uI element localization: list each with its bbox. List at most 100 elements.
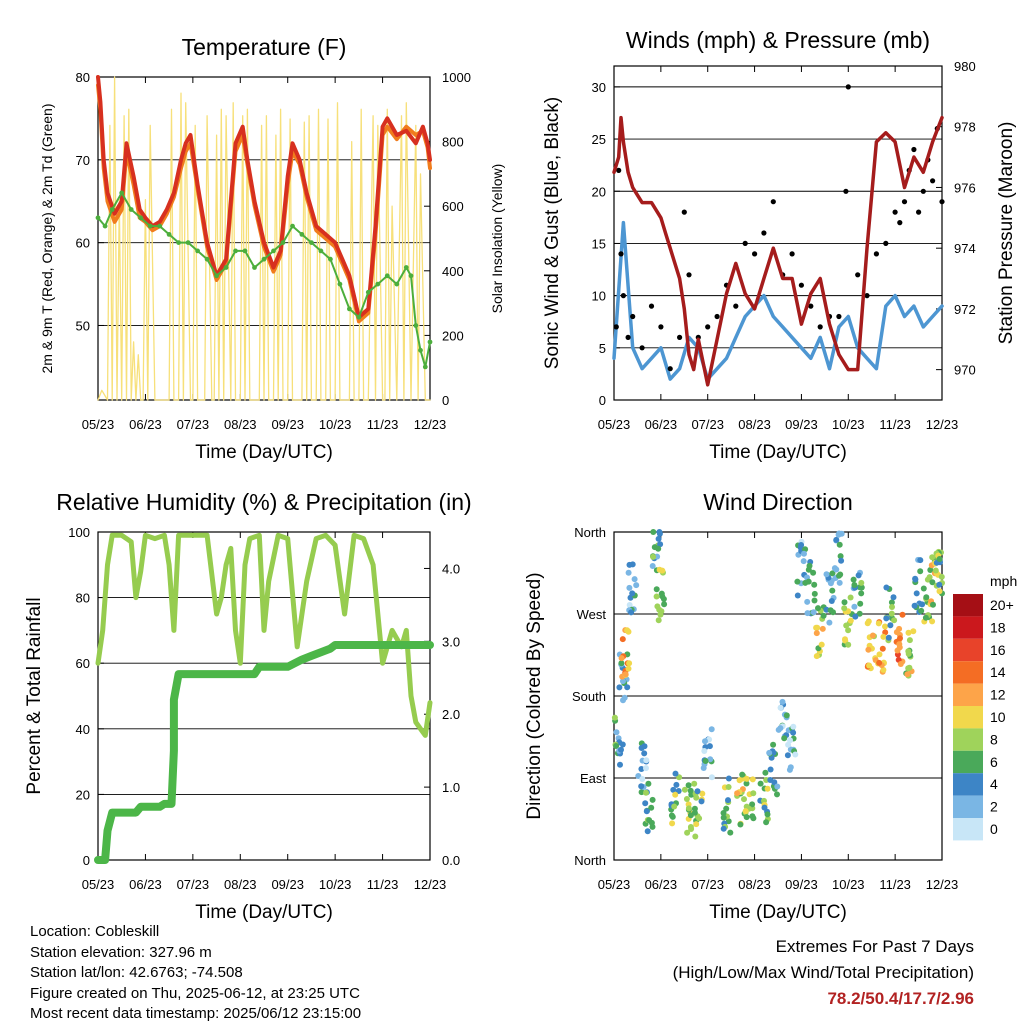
dewpoint-point <box>375 281 381 287</box>
x-tick-label: 06/23 <box>129 417 162 432</box>
dewpoint-point <box>290 223 295 229</box>
direction-point <box>629 590 636 597</box>
direction-point <box>625 569 632 576</box>
direction-point <box>766 749 773 756</box>
direction-point <box>875 620 882 627</box>
direction-point <box>841 599 848 606</box>
extremes-title: Extremes For Past 7 Days <box>775 937 974 956</box>
direction-point <box>777 704 784 711</box>
dewpoint-point <box>233 248 238 254</box>
direction-point <box>823 571 830 578</box>
x-tick-label: 07/23 <box>691 877 724 892</box>
x-axis-label: Time (Day/UTC) <box>709 902 847 923</box>
y2-tick-label: 400 <box>442 264 464 279</box>
direction-point <box>847 594 854 601</box>
direction-point <box>659 593 666 600</box>
direction-point <box>918 607 925 614</box>
direction-point <box>631 576 638 583</box>
dewpoint-point <box>365 289 371 295</box>
x-tick-label: 12/23 <box>414 417 447 432</box>
direction-point <box>910 628 917 635</box>
direction-point <box>932 567 939 574</box>
direction-point <box>638 789 645 796</box>
location-text: Location: Cobleskill <box>30 923 160 940</box>
gust-point <box>733 303 739 309</box>
direction-point <box>879 645 886 652</box>
direction-point <box>673 781 680 788</box>
y-tick-label: 5 <box>599 341 606 356</box>
x-tick-label: 06/23 <box>129 877 162 892</box>
y-tick-label: 80 <box>76 70 90 85</box>
colorbar-label: 12 <box>990 687 1006 703</box>
direction-point <box>655 617 662 624</box>
direction-point <box>837 571 844 578</box>
x-tick-label: 11/23 <box>879 877 911 892</box>
direction-point <box>620 678 626 685</box>
dewpoint-point <box>356 314 362 320</box>
gust-point <box>714 313 720 320</box>
direction-point <box>794 578 801 585</box>
direction-point <box>851 603 858 610</box>
direction-point <box>618 746 624 753</box>
direction-point <box>685 782 692 789</box>
direction-point <box>852 613 859 620</box>
direction-point <box>805 566 812 573</box>
y-tick-label: 20 <box>592 184 606 199</box>
y2-tick-label: 200 <box>442 328 464 343</box>
direction-point <box>804 610 811 617</box>
y2-tick-label: 976 <box>954 180 976 195</box>
dewpoint-point <box>408 273 414 279</box>
direction-point <box>708 774 715 781</box>
direction-point <box>896 644 903 651</box>
gust-point <box>618 251 624 257</box>
x-tick-label: 10/23 <box>319 417 352 432</box>
direction-point <box>620 697 626 704</box>
x-tick-label: 11/23 <box>367 877 399 892</box>
y2-tick-label: 1.0 <box>442 780 460 795</box>
colorbar-swatch <box>953 728 983 751</box>
x-tick-label: 06/23 <box>645 877 678 892</box>
direction-point <box>734 790 741 797</box>
direction-point <box>626 660 633 667</box>
direction-point <box>929 618 936 625</box>
direction-point <box>774 783 781 790</box>
colorbar-label: 10 <box>990 709 1006 725</box>
wind-line <box>612 220 944 381</box>
direction-point <box>835 531 842 538</box>
direction-point <box>694 788 701 795</box>
direction-point <box>749 776 756 783</box>
x-tick-label: 10/23 <box>832 417 865 432</box>
temp-2m-line <box>96 75 432 320</box>
direction-point <box>770 741 777 748</box>
direction-point <box>644 828 651 835</box>
speed-colorbar: mph 20+ 18 16 14 12 10 8 6 4 2 0 <box>953 573 1017 841</box>
direction-point <box>833 536 840 543</box>
direction-point <box>641 750 648 757</box>
y2-axis-label: Station Pressure (Maroon) <box>996 122 1017 345</box>
direction-point <box>720 814 727 821</box>
direction-point <box>819 625 826 632</box>
direction-point <box>672 791 679 798</box>
dewpoint-point <box>109 207 115 212</box>
direction-point <box>783 712 790 719</box>
dewpoint-point <box>102 223 108 229</box>
y-tick-label: East <box>580 771 606 786</box>
station-info: Location: Cobleskill Station elevation: … <box>30 922 361 1025</box>
direction-point <box>829 570 836 577</box>
direction-point <box>890 594 897 601</box>
direction-point <box>649 796 656 803</box>
y2-tick-label: 970 <box>954 363 976 378</box>
dewpoint-point <box>427 339 433 345</box>
direction-point <box>800 558 807 565</box>
y2-tick-label: 980 <box>954 59 976 74</box>
colorbar-label: 18 <box>990 619 1006 635</box>
gust-point <box>911 146 917 153</box>
direction-point <box>794 592 801 599</box>
x-tick-label: 05/23 <box>82 417 115 432</box>
colorbar-swatch <box>953 818 983 841</box>
direction-point <box>741 796 747 803</box>
direction-point <box>882 629 889 636</box>
dewpoint-point <box>403 265 409 270</box>
direction-point <box>811 590 818 597</box>
direction-point <box>828 598 835 604</box>
